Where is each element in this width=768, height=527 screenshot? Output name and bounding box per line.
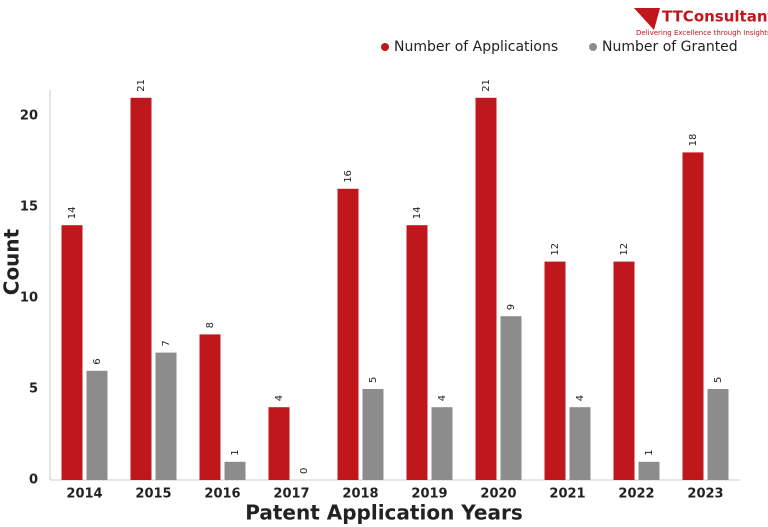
bar	[475, 97, 497, 481]
x-tick-label: 2016	[204, 487, 240, 502]
x-tick-label: 2018	[342, 487, 378, 502]
value-label: 4	[575, 395, 586, 401]
bar	[268, 407, 290, 480]
y-tick-label: 20	[20, 109, 38, 124]
value-label: 8	[205, 322, 216, 328]
x-tick-label: 2017	[273, 487, 309, 502]
bar	[638, 461, 660, 480]
bar	[362, 389, 384, 480]
bar	[613, 261, 635, 480]
value-label: 14	[67, 206, 78, 219]
y-tick-label: 10	[20, 291, 38, 306]
legend-label: Number of Applications	[394, 39, 558, 55]
value-label: 5	[713, 377, 724, 383]
value-label: 4	[437, 395, 448, 401]
value-label: 12	[550, 243, 561, 256]
x-tick-label: 2014	[66, 487, 102, 502]
logo-tagline: Delivering Excellence through Insights	[636, 29, 768, 37]
value-label: 0	[299, 468, 310, 474]
x-tick-label: 2021	[549, 487, 585, 502]
y-tick-label: 0	[29, 473, 38, 488]
bar	[130, 97, 152, 481]
x-tick-label: 2023	[687, 487, 723, 502]
legend-marker	[381, 43, 389, 51]
value-label: 9	[506, 304, 517, 310]
bar	[431, 407, 453, 480]
y-tick-label: 15	[20, 200, 38, 215]
legend-label: Number of Granted	[602, 39, 738, 55]
bar	[199, 334, 221, 480]
bar	[682, 152, 704, 480]
value-label: 14	[412, 206, 423, 219]
value-label: 18	[688, 134, 699, 147]
value-label: 21	[481, 79, 492, 92]
bar	[406, 225, 428, 480]
value-label: 1	[644, 449, 655, 455]
y-axis-title: Count	[0, 228, 24, 295]
x-tick-label: 2015	[135, 487, 171, 502]
value-label: 7	[161, 340, 172, 346]
x-axis-title: Patent Application Years	[245, 501, 523, 525]
bar	[544, 261, 566, 480]
value-label: 5	[368, 377, 379, 383]
x-tick-label: 2020	[480, 487, 516, 502]
bar	[337, 188, 359, 481]
value-label: 1	[230, 449, 241, 455]
bar	[61, 225, 83, 480]
bar	[86, 370, 108, 480]
bar	[500, 316, 522, 480]
value-label: 6	[92, 358, 103, 364]
legend-marker	[589, 43, 597, 51]
bar	[569, 407, 591, 480]
bar	[707, 389, 729, 480]
value-label: 4	[274, 395, 285, 401]
bar	[155, 352, 177, 480]
logo-mark	[634, 8, 660, 30]
logo-name: TTConsultants	[662, 8, 768, 26]
bar	[224, 461, 246, 480]
value-label: 16	[343, 170, 354, 183]
y-tick-label: 5	[29, 382, 38, 397]
x-tick-label: 2022	[618, 487, 654, 502]
value-label: 12	[619, 243, 630, 256]
logo: TTConsultants Delivering Excellence thro…	[634, 8, 768, 37]
value-label: 21	[136, 79, 147, 92]
x-tick-label: 2019	[411, 487, 447, 502]
